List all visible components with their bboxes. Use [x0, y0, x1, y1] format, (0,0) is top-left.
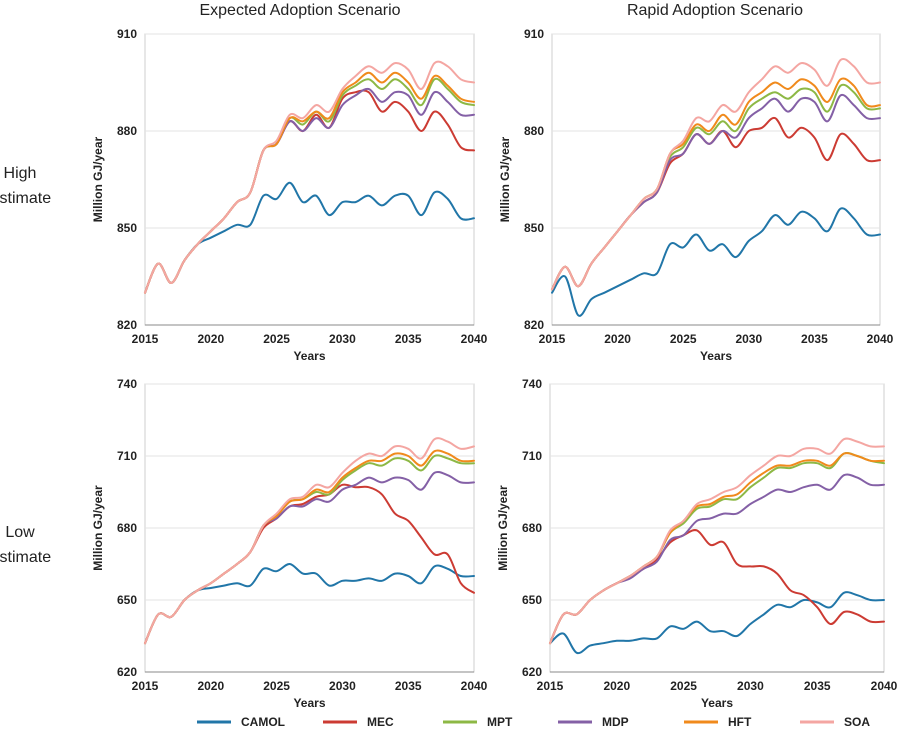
legend-label: MPT — [487, 715, 513, 729]
x-axis-title: Years — [293, 349, 325, 363]
x-tick-label: 2040 — [461, 332, 488, 346]
x-tick-label: 2015 — [132, 332, 159, 346]
x-axis-title: Years — [293, 696, 325, 710]
x-tick-label: 2040 — [461, 679, 488, 693]
series-line-hft — [144, 71, 475, 294]
series-line-mpt — [549, 451, 885, 645]
series-line-soa — [144, 60, 475, 294]
plot-frame — [144, 33, 475, 326]
y-axis-title: Million GJ/year — [91, 136, 105, 222]
x-tick-label: 2030 — [735, 332, 762, 346]
y-tick-label: 650 — [522, 593, 542, 607]
column-title-expected: Expected Adoption Scenario — [199, 2, 400, 19]
legend-label: MDP — [602, 715, 629, 729]
y-tick-label: 740 — [117, 377, 137, 391]
series-line-camol — [144, 181, 475, 294]
y-tick-label: 850 — [117, 221, 137, 235]
x-tick-label: 2015 — [132, 679, 159, 693]
y-tick-label: 680 — [117, 521, 137, 535]
series-line-mec — [549, 529, 885, 645]
series-line-hft — [551, 77, 881, 291]
chart-panels: 820 850 880 910 2015 2020 2025 2030 2035 2040 Year… — [91, 27, 898, 710]
y-tick-label: 850 — [524, 221, 544, 235]
x-tick-label: 2020 — [603, 679, 630, 693]
y-tick-label: 680 — [522, 521, 542, 535]
x-tick-label: 2040 — [867, 332, 894, 346]
x-axis-title: Years — [700, 349, 732, 363]
series-line-mec — [144, 483, 475, 645]
x-tick-label: 2035 — [395, 679, 422, 693]
y-tick-label: 820 — [524, 318, 544, 332]
series-line-soa — [144, 437, 475, 645]
x-tick-label: 2025 — [263, 332, 290, 346]
x-tick-label: 2035 — [395, 332, 422, 346]
x-tick-label: 2030 — [737, 679, 764, 693]
chart-panel-1: 820 850 880 910 2015 2020 2025 2030 2035 2040 Year… — [91, 27, 488, 363]
x-tick-label: 2030 — [329, 332, 356, 346]
y-axis-title: Million GJ/year — [496, 485, 510, 571]
legend-item-mpt: MPT — [443, 715, 513, 729]
legend-label: MEC — [367, 715, 394, 729]
series-line-hft — [144, 449, 475, 645]
y-tick-label: 880 — [117, 124, 137, 138]
x-tick-label: 2015 — [537, 679, 564, 693]
y-tick-label: 880 — [524, 124, 544, 138]
y-axis-title: Million GJ/year — [91, 485, 105, 571]
y-tick-label: 740 — [522, 377, 542, 391]
x-tick-label: 2025 — [670, 679, 697, 693]
y-tick-label: 650 — [117, 593, 137, 607]
y-tick-label: 710 — [522, 449, 542, 463]
x-tick-label: 2020 — [604, 332, 631, 346]
column-title-rapid: Rapid Adoption Scenario — [627, 2, 803, 19]
y-tick-label: 710 — [117, 449, 137, 463]
x-tick-label: 2035 — [801, 332, 828, 346]
legend-label: CAMOL — [241, 715, 285, 729]
x-tick-label: 2020 — [197, 332, 224, 346]
x-axis-title: Years — [701, 696, 733, 710]
y-tick-label: 910 — [524, 27, 544, 41]
legend-item-mec: MEC — [323, 715, 394, 729]
series-line-soa — [551, 57, 881, 291]
x-tick-label: 2040 — [871, 679, 898, 693]
x-tick-label: 2015 — [539, 332, 566, 346]
row-label-low-line2: Estimate — [0, 549, 51, 566]
series-line-mdp — [144, 470, 475, 645]
series-line-hft — [549, 452, 885, 645]
legend-item-camol: CAMOL — [197, 715, 285, 729]
legend-label: SOA — [844, 715, 870, 729]
chart-panel-4: 620 650 680 710 740 2015 2020 2025 2030 2035 2040 Y… — [496, 377, 898, 710]
series-line-mpt — [144, 454, 475, 645]
series-line-mec — [144, 89, 475, 294]
legend: CAMOL MEC MPT MDP HFT SOA — [197, 715, 870, 729]
chart-panel-2: 820 850 880 910 2015 2020 2025 2030 2035 2040 Year… — [498, 27, 894, 363]
y-tick-label: 620 — [117, 665, 137, 679]
figure-headers: Expected Adoption Scenario Rapid Adoptio… — [0, 2, 803, 566]
row-label-high-line2: Estimate — [0, 190, 51, 207]
plot-frame — [551, 33, 881, 326]
legend-item-mdp: MDP — [558, 715, 629, 729]
series-line-mec — [551, 116, 881, 291]
row-label-high-line1: High — [4, 165, 37, 182]
legend-item-soa: SOA — [800, 715, 870, 729]
x-tick-label: 2020 — [197, 679, 224, 693]
y-tick-label: 820 — [117, 318, 137, 332]
chart-panel-3: 620 650 680 710 740 2015 2020 2025 2030 2035 2040 Y… — [91, 377, 488, 710]
series-line-camol — [549, 591, 885, 655]
x-tick-label: 2025 — [670, 332, 697, 346]
row-label-low-line1: Low — [5, 524, 35, 541]
x-tick-label: 2030 — [329, 679, 356, 693]
series-line-camol — [144, 563, 475, 645]
series-line-soa — [549, 437, 885, 645]
x-tick-label: 2035 — [804, 679, 831, 693]
x-tick-label: 2025 — [263, 679, 290, 693]
y-tick-label: 910 — [117, 27, 137, 41]
legend-label: HFT — [728, 715, 752, 729]
legend-item-hft: HFT — [684, 715, 752, 729]
series-line-camol — [551, 207, 881, 317]
y-axis-title: Million GJ/year — [498, 136, 512, 222]
y-tick-label: 620 — [522, 665, 542, 679]
